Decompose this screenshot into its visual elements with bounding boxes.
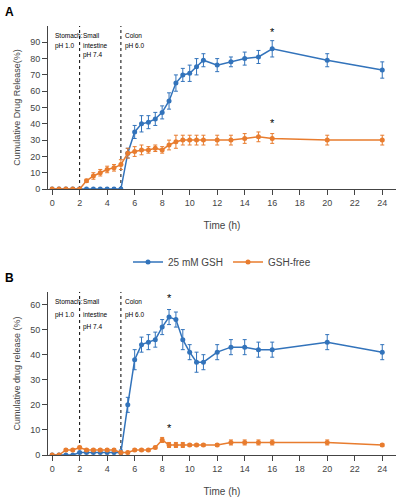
svg-text:8: 8 — [160, 198, 165, 208]
svg-text:*: * — [270, 26, 275, 38]
svg-text:20: 20 — [322, 198, 332, 208]
svg-text:pH 6.0: pH 6.0 — [125, 311, 145, 319]
svg-text:10: 10 — [185, 464, 195, 474]
svg-text:Time (h): Time (h) — [204, 220, 241, 231]
svg-text:30: 30 — [30, 375, 40, 385]
svg-text:12: 12 — [212, 198, 222, 208]
svg-text:10: 10 — [185, 198, 195, 208]
svg-text:0: 0 — [50, 464, 55, 474]
svg-text:25 mM GSH: 25 mM GSH — [168, 257, 223, 268]
svg-text:Small: Small — [83, 298, 100, 305]
svg-text:pH 7.4: pH 7.4 — [83, 51, 103, 59]
svg-text:18: 18 — [295, 464, 305, 474]
svg-text:Stomach:: Stomach: — [55, 298, 83, 305]
svg-text:40: 40 — [30, 119, 40, 129]
svg-text:GSH-free: GSH-free — [268, 257, 311, 268]
svg-text:60: 60 — [30, 86, 40, 96]
svg-text:*: * — [270, 117, 275, 129]
svg-text:30: 30 — [30, 135, 40, 145]
svg-text:pH 6.0: pH 6.0 — [125, 42, 145, 50]
svg-text:22: 22 — [350, 198, 360, 208]
svg-text:pH 1.0: pH 1.0 — [55, 42, 75, 50]
svg-text:12: 12 — [212, 464, 222, 474]
svg-text:Colon: Colon — [125, 32, 142, 39]
svg-text:80: 80 — [30, 54, 40, 64]
svg-text:pH 7.4: pH 7.4 — [83, 323, 103, 331]
svg-text:2: 2 — [77, 464, 82, 474]
svg-text:0: 0 — [35, 450, 40, 460]
svg-text:14: 14 — [240, 198, 250, 208]
svg-text:14: 14 — [240, 464, 250, 474]
svg-text:4: 4 — [105, 198, 110, 208]
svg-text:Time (h): Time (h) — [204, 486, 241, 497]
svg-text:intestine: intestine — [83, 42, 108, 49]
svg-text:Cumulative drug release (%): Cumulative drug release (%) — [12, 316, 22, 430]
svg-text:Stomach:: Stomach: — [55, 32, 83, 39]
svg-text:6: 6 — [132, 198, 137, 208]
svg-text:50: 50 — [30, 325, 40, 335]
svg-text:*: * — [167, 292, 172, 304]
svg-text:24: 24 — [377, 464, 387, 474]
svg-text:18: 18 — [295, 198, 305, 208]
svg-text:10: 10 — [30, 168, 40, 178]
svg-text:20: 20 — [30, 400, 40, 410]
svg-text:16: 16 — [267, 464, 277, 474]
svg-text:0: 0 — [35, 184, 40, 194]
svg-text:90: 90 — [30, 37, 40, 47]
svg-text:10: 10 — [30, 425, 40, 435]
svg-text:4: 4 — [105, 464, 110, 474]
svg-text:Small: Small — [83, 32, 100, 39]
svg-text:22: 22 — [350, 464, 360, 474]
svg-text:pH 1.0: pH 1.0 — [55, 311, 75, 319]
svg-text:intestine: intestine — [83, 311, 108, 318]
svg-text:A: A — [5, 5, 14, 19]
svg-text:8: 8 — [160, 464, 165, 474]
svg-text:60: 60 — [30, 300, 40, 310]
svg-text:6: 6 — [132, 464, 137, 474]
svg-text:Cumulative Drug Release(%): Cumulative Drug Release(%) — [12, 49, 22, 166]
svg-text:B: B — [5, 271, 14, 285]
svg-text:*: * — [167, 422, 172, 434]
svg-text:40: 40 — [30, 350, 40, 360]
svg-text:50: 50 — [30, 103, 40, 113]
svg-text:Colon: Colon — [125, 298, 142, 305]
svg-text:20: 20 — [322, 464, 332, 474]
svg-text:70: 70 — [30, 70, 40, 80]
svg-text:20: 20 — [30, 152, 40, 162]
svg-text:0: 0 — [50, 198, 55, 208]
svg-text:16: 16 — [267, 198, 277, 208]
svg-text:24: 24 — [377, 198, 387, 208]
svg-text:2: 2 — [77, 198, 82, 208]
